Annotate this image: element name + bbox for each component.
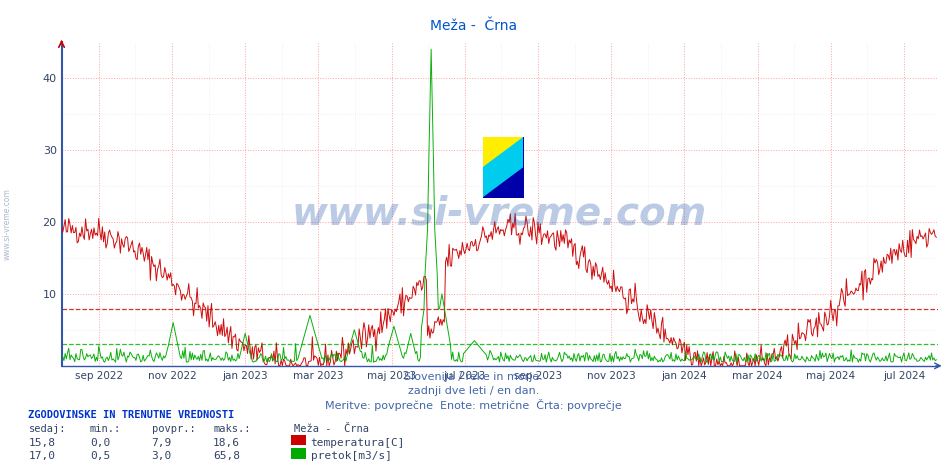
Polygon shape <box>483 137 524 168</box>
Text: Slovenija / reke in morje.: Slovenija / reke in morje. <box>404 372 543 382</box>
Text: pretok[m3/s]: pretok[m3/s] <box>311 452 392 461</box>
Text: 65,8: 65,8 <box>213 452 241 461</box>
Text: povpr.:: povpr.: <box>152 425 195 434</box>
Text: Meža -  Črna: Meža - Črna <box>430 19 517 33</box>
Text: www.si-vreme.com: www.si-vreme.com <box>3 188 12 260</box>
Polygon shape <box>483 137 524 198</box>
Text: 15,8: 15,8 <box>28 439 56 448</box>
Text: 7,9: 7,9 <box>152 439 171 448</box>
Text: 17,0: 17,0 <box>28 452 56 461</box>
Text: min.:: min.: <box>90 425 121 434</box>
Text: 18,6: 18,6 <box>213 439 241 448</box>
Text: maks.:: maks.: <box>213 425 251 434</box>
Text: 3,0: 3,0 <box>152 452 171 461</box>
Text: 0,0: 0,0 <box>90 439 110 448</box>
Text: zadnji dve leti / en dan.: zadnji dve leti / en dan. <box>408 386 539 396</box>
Text: www.si-vreme.com: www.si-vreme.com <box>292 195 707 233</box>
Text: ZGODOVINSKE IN TRENUTNE VREDNOSTI: ZGODOVINSKE IN TRENUTNE VREDNOSTI <box>28 411 235 420</box>
Polygon shape <box>483 137 524 198</box>
Text: Meritve: povprečne  Enote: metrične  Črta: povprečje: Meritve: povprečne Enote: metrične Črta:… <box>325 399 622 411</box>
Text: Meža -  Črna: Meža - Črna <box>294 425 368 434</box>
Text: sedaj:: sedaj: <box>28 425 66 434</box>
Text: 0,5: 0,5 <box>90 452 110 461</box>
Text: temperatura[C]: temperatura[C] <box>311 439 405 448</box>
